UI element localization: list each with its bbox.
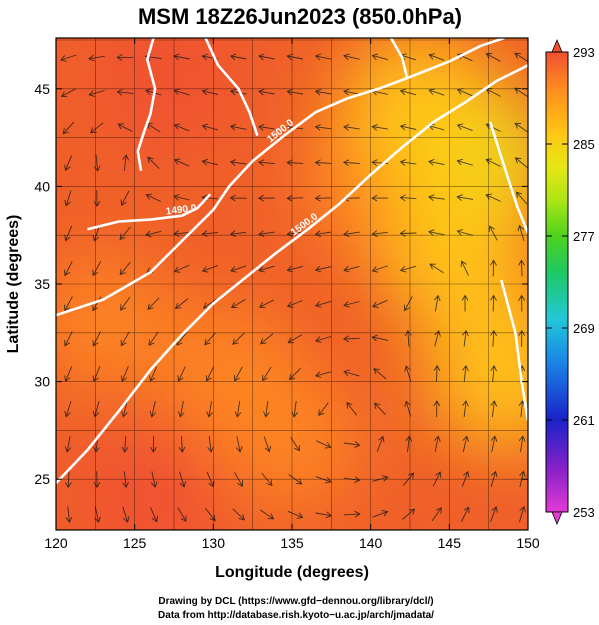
x-tick-label: 140: [359, 535, 383, 551]
y-tick-label: 35: [34, 276, 50, 292]
colorbar-tick-label: 285: [573, 137, 595, 152]
warm-area: [80, 428, 221, 530]
height-contour: [488, 121, 528, 234]
x-tick-label: 135: [280, 535, 304, 551]
height-contour: [389, 38, 409, 78]
y-tick-label: 45: [34, 81, 50, 97]
y-tick-label: 30: [34, 374, 50, 390]
x-axis-label: Longitude (degrees): [215, 564, 369, 581]
height-contour: [56, 64, 528, 484]
warm-area: [159, 301, 300, 442]
height-contour: [136, 38, 157, 172]
x-tick-label: 150: [516, 535, 540, 551]
height-contour: [56, 38, 505, 317]
colorbar: 253 261 269 277 285 293: [545, 38, 595, 526]
grid-lines: [56, 38, 528, 530]
y-axis-label: Latitude (degrees): [5, 215, 22, 354]
colorbar-tick-label: 269: [573, 321, 595, 336]
streamline-arrows: [60, 52, 528, 524]
height-contour: [500, 279, 528, 421]
colorbar-tick-label: 293: [573, 45, 595, 60]
cool-area: [379, 176, 528, 333]
credit-drawing: Drawing by DCL (https://www.gfd−dennou.o…: [158, 596, 433, 607]
contour-label: 1490.0: [165, 203, 197, 218]
colorbar-tick-label: 261: [573, 413, 595, 428]
wind-streamlines: [60, 52, 528, 524]
colorbar-tick-label: 277: [573, 229, 595, 244]
temperature-field: [56, 38, 528, 530]
chart-title: MSM 18Z26Jun2023 (850.0hPa): [138, 4, 462, 29]
x-tick-label: 120: [44, 535, 68, 551]
colorbar-top-arrow: [551, 38, 563, 53]
colorbar-bottom-arrow: [551, 511, 563, 526]
y-tick-label: 40: [34, 178, 50, 194]
warm-area: [56, 253, 174, 394]
x-tick-label: 125: [123, 535, 147, 551]
lat-lon-grid: [56, 38, 528, 530]
colorbar-scale: [545, 51, 569, 513]
height-contour: [204, 38, 259, 137]
height-contour: [87, 193, 212, 231]
cool-area: [339, 38, 496, 187]
credit-data: Data from http://database.rish.kyoto−u.a…: [158, 610, 434, 621]
x-tick-label: 130: [202, 535, 226, 551]
colorbar-tick-label: 253: [573, 505, 595, 520]
colorbar-ticks: 253 261 269 277 285 293: [546, 45, 595, 520]
x-axis-ticks: 120 125 130 135 140 145 150: [44, 38, 540, 551]
x-tick-label: 145: [438, 535, 462, 551]
warm-area: [96, 38, 237, 149]
y-tick-label: 25: [34, 471, 50, 487]
y-axis-ticks: 25 30 35 40 45: [34, 81, 528, 487]
